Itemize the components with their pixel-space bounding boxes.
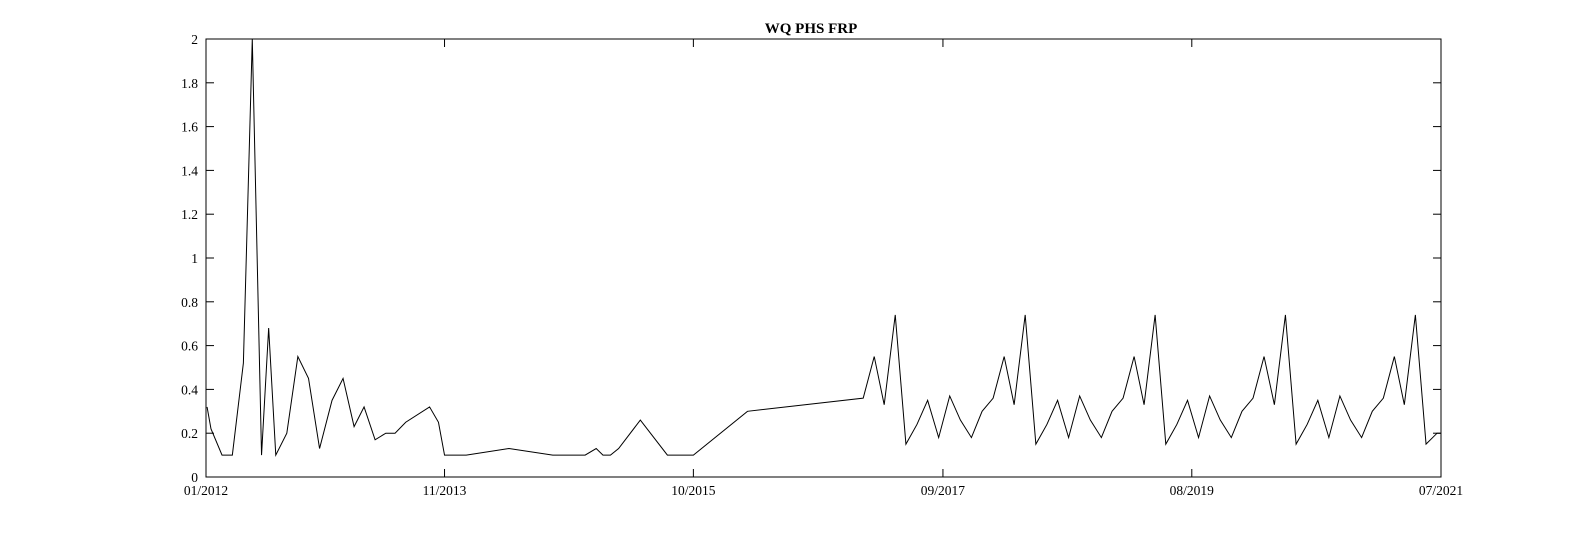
y-tick-label: 0.8: [181, 295, 198, 310]
y-tick-label: 2: [191, 32, 198, 47]
x-tick-label: 08/2019: [1170, 483, 1215, 498]
x-tick-label: 01/2012: [184, 483, 228, 498]
y-tick-label: 0.2: [181, 426, 198, 441]
chart-title: WQ PHS FRP: [765, 21, 858, 37]
y-axis: 0 0.2 0.4 0.6 0.8 1 1.2 1.4 1.6 1.8 2: [181, 32, 1441, 485]
x-tick-label: 09/2017: [921, 483, 966, 498]
plot-area-frame: [205, 38, 1442, 478]
y-tick-label: 1.2: [181, 207, 198, 222]
x-tick-label: 10/2015: [671, 483, 716, 498]
y-tick-label: 1.4: [181, 163, 198, 178]
x-axis: 01/2012 11/2013 10/2015 09/2017 08/2019 07/20…: [184, 39, 1463, 498]
y-tick-label: 0.6: [181, 339, 198, 354]
series-line: [206, 38, 1441, 457]
x-tick-label: 07/2021: [1419, 483, 1463, 498]
y-tick-label: 0.4: [181, 382, 198, 397]
y-tick-label: 1.8: [181, 76, 198, 91]
x-tick-label: 11/2013: [423, 483, 467, 498]
y-tick-label: 0: [191, 470, 198, 485]
y-tick-label: 1: [191, 251, 198, 266]
y-tick-label: 1.6: [181, 120, 198, 135]
